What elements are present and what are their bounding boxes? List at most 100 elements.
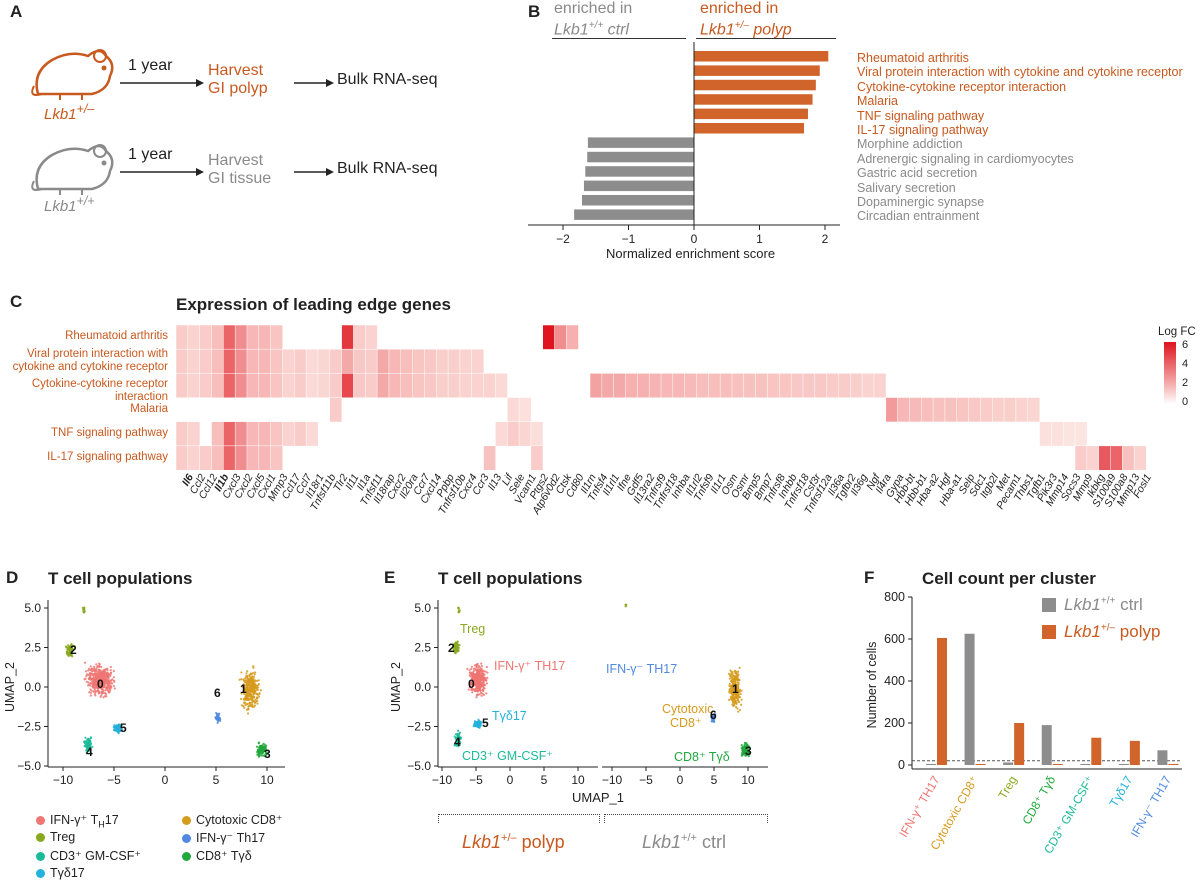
umap-point (106, 679, 109, 682)
umap-point (480, 677, 483, 680)
umap-point (87, 684, 90, 687)
x-tick-label: −10 (53, 773, 74, 787)
umap-point (104, 672, 107, 675)
heat-cell (1086, 445, 1100, 470)
umap-point (93, 693, 97, 696)
heat-cell (980, 397, 993, 423)
umap-point (257, 683, 260, 687)
umap-point (457, 745, 460, 748)
heat-cell (187, 325, 201, 350)
umap-point (737, 681, 740, 685)
umap-point (485, 692, 488, 695)
legend-dot (182, 852, 191, 862)
pathway-label: Salivary secretion (857, 180, 956, 195)
gsea-bar (574, 209, 694, 220)
umap-point (116, 725, 119, 729)
heat-cell (353, 373, 366, 399)
umap-point (100, 665, 103, 669)
heat-cell (223, 421, 236, 447)
gsea-bar (694, 51, 829, 62)
x-tick-label: 10 (260, 773, 274, 787)
y-tick-label: −2.5 (17, 720, 41, 734)
umap-point (471, 691, 474, 694)
cluster-id: 0 (468, 677, 475, 691)
heat-cell (199, 445, 213, 470)
umap-point (470, 665, 473, 668)
heat-cell (388, 373, 402, 399)
heat-cell (341, 325, 354, 350)
heat-cell (317, 348, 331, 374)
umap-point (253, 704, 257, 707)
umap-point (246, 692, 249, 695)
pathway-label: Rheumatoid arthritis (857, 51, 969, 65)
heat-cell (968, 397, 981, 423)
heat-cell (1122, 445, 1135, 470)
umap-point (249, 690, 253, 693)
umap-point (738, 708, 742, 712)
umap-point (99, 672, 102, 676)
heat-cell (270, 325, 284, 350)
umap-point (733, 699, 737, 702)
arrow-1b (294, 79, 334, 87)
umap-point (116, 727, 119, 731)
umap-point (482, 685, 485, 688)
umap-point (87, 677, 91, 681)
umap-point (729, 691, 733, 694)
pathway-label: Dopaminergic synapse (857, 195, 985, 209)
umap-point (746, 750, 749, 754)
umap-point (472, 673, 475, 676)
umap-point (469, 683, 472, 687)
umap-point (485, 665, 488, 669)
umap-point (473, 720, 477, 723)
heat-cell (258, 421, 272, 447)
heat-cell (282, 348, 295, 374)
umap-point (257, 679, 260, 682)
umap-point (255, 700, 258, 703)
umap-point (216, 721, 219, 724)
umap-point (475, 684, 478, 687)
umap-point (727, 672, 731, 675)
heat-cell (305, 373, 319, 399)
heat-cell (329, 348, 343, 374)
y-tick-label: 200 (884, 716, 905, 730)
heat-cell (223, 325, 236, 350)
heat-cell (270, 445, 284, 470)
umap-point (112, 684, 116, 688)
umap-plot-d: 5.02.50.0−2.5−5.0−10−50510UMAP_2UMAP_101… (3, 600, 285, 787)
umap-point (97, 686, 100, 690)
heat-cell (223, 348, 236, 374)
heat-cell (932, 397, 946, 423)
umap-point (248, 673, 251, 677)
umap-point (741, 746, 744, 749)
umap-point (251, 698, 254, 701)
umap-point (454, 737, 458, 740)
umap-point (95, 666, 99, 669)
ctrl-group-label: Lkb1+/+ ctrl (642, 832, 726, 852)
umap-point (728, 677, 731, 680)
heat-cell (294, 373, 307, 399)
heat-cell (648, 373, 662, 399)
umap-point (92, 690, 95, 693)
umap-point (480, 674, 483, 677)
umap-point (106, 676, 109, 680)
umap-point (244, 690, 247, 693)
umap-point (247, 688, 250, 691)
umap-point (90, 667, 93, 670)
umap-point (476, 679, 479, 683)
umap-point (215, 713, 219, 716)
count-bar (1091, 737, 1102, 765)
heat-cell (329, 397, 343, 423)
umap-d-title: T cell populations (48, 569, 193, 588)
polyp-bracket (438, 814, 600, 823)
umap-point (256, 702, 259, 705)
count-bar (1041, 725, 1052, 765)
umap-point (478, 686, 482, 689)
gsea-x-axis-label: Normalized enrichment score (606, 246, 776, 261)
count-bar (975, 763, 986, 765)
umap-point (454, 647, 458, 650)
x-tick-label: −10 (602, 773, 623, 787)
umap-point (92, 679, 95, 682)
heat-cell (613, 373, 627, 399)
umap-point (96, 678, 99, 682)
cluster-id: 5 (120, 721, 127, 735)
